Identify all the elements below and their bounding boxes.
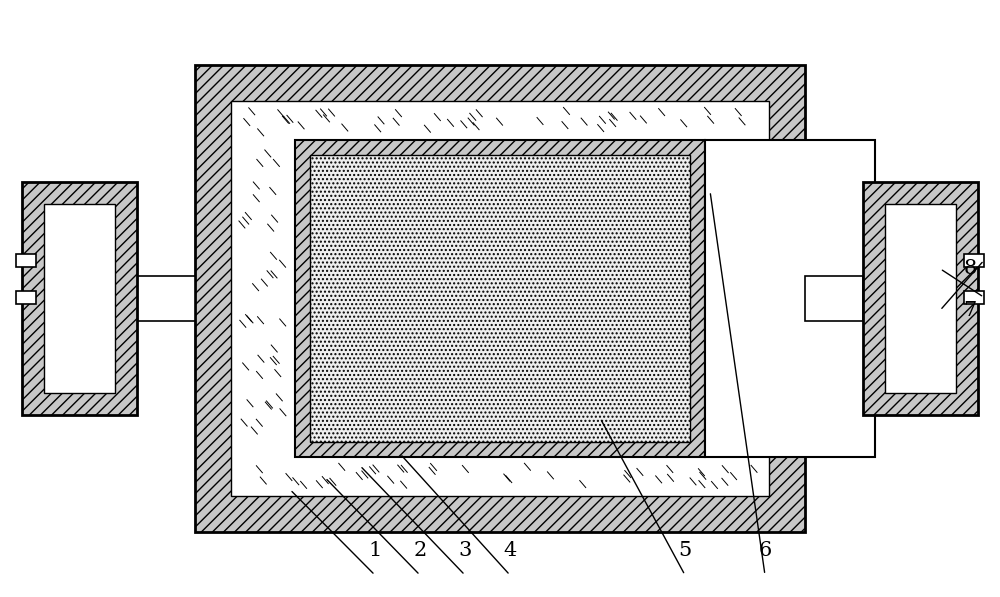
Text: 1: 1	[368, 541, 382, 559]
Bar	[231, 101, 769, 496]
Text: 4: 4	[503, 541, 517, 559]
Bar	[310, 155, 690, 442]
Text: 2: 2	[413, 541, 427, 559]
Bar	[964, 254, 984, 267]
Text: 3: 3	[458, 541, 472, 559]
Bar	[295, 140, 705, 457]
Bar	[44, 204, 115, 393]
Text: 5: 5	[678, 541, 692, 559]
Text: 8: 8	[963, 259, 977, 278]
Bar	[195, 65, 805, 532]
Bar	[22, 182, 137, 415]
Bar	[964, 291, 984, 304]
Bar	[137, 276, 195, 321]
Bar	[705, 140, 875, 457]
Bar	[805, 276, 863, 321]
Bar	[16, 291, 36, 304]
Text: 6: 6	[758, 541, 772, 559]
Bar	[885, 204, 956, 393]
Bar	[16, 254, 36, 267]
Bar	[863, 182, 978, 415]
Text: 7: 7	[963, 301, 977, 320]
